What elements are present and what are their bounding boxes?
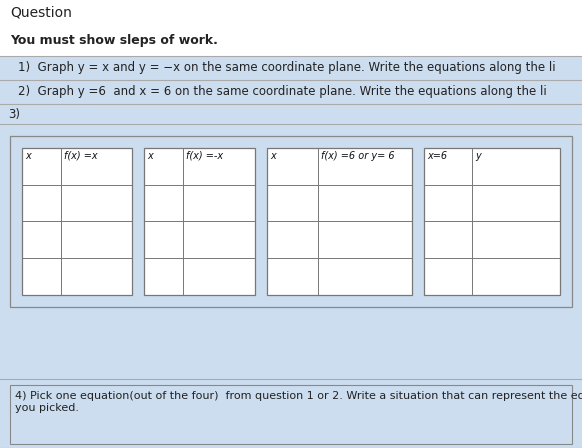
Text: 2)  Graph y =6  and x = 6 on the same coordinate plane. Write the equations alon: 2) Graph y =6 and x = 6 on the same coor… — [18, 85, 546, 98]
Text: Question: Question — [10, 6, 72, 20]
FancyBboxPatch shape — [0, 80, 582, 104]
Text: 1)  Graph y = x and y = −x on the same coordinate plane. Write the equations alo: 1) Graph y = x and y = −x on the same co… — [18, 61, 556, 74]
Text: 3): 3) — [8, 108, 20, 121]
FancyBboxPatch shape — [0, 56, 582, 80]
Text: You must show sleps of work.: You must show sleps of work. — [10, 34, 218, 47]
Text: x: x — [147, 151, 153, 161]
Text: x: x — [25, 151, 31, 161]
FancyBboxPatch shape — [0, 0, 582, 56]
FancyBboxPatch shape — [0, 124, 582, 319]
FancyBboxPatch shape — [10, 136, 572, 307]
Text: x=6: x=6 — [427, 151, 448, 161]
FancyBboxPatch shape — [22, 148, 133, 295]
Text: x: x — [270, 151, 276, 161]
Text: f(x) =x: f(x) =x — [63, 151, 97, 161]
Text: f(x) =6 or y= 6: f(x) =6 or y= 6 — [321, 151, 395, 161]
FancyBboxPatch shape — [267, 148, 413, 295]
FancyBboxPatch shape — [0, 104, 582, 124]
Text: y: y — [475, 151, 481, 161]
FancyBboxPatch shape — [144, 148, 255, 295]
FancyBboxPatch shape — [424, 148, 560, 295]
Text: 4) Pick one equation(out of the four)  from question 1 or 2. Write a situation t: 4) Pick one equation(out of the four) fr… — [15, 391, 582, 413]
FancyBboxPatch shape — [0, 379, 582, 448]
Text: f(x) =-x: f(x) =-x — [186, 151, 223, 161]
FancyBboxPatch shape — [10, 385, 572, 444]
